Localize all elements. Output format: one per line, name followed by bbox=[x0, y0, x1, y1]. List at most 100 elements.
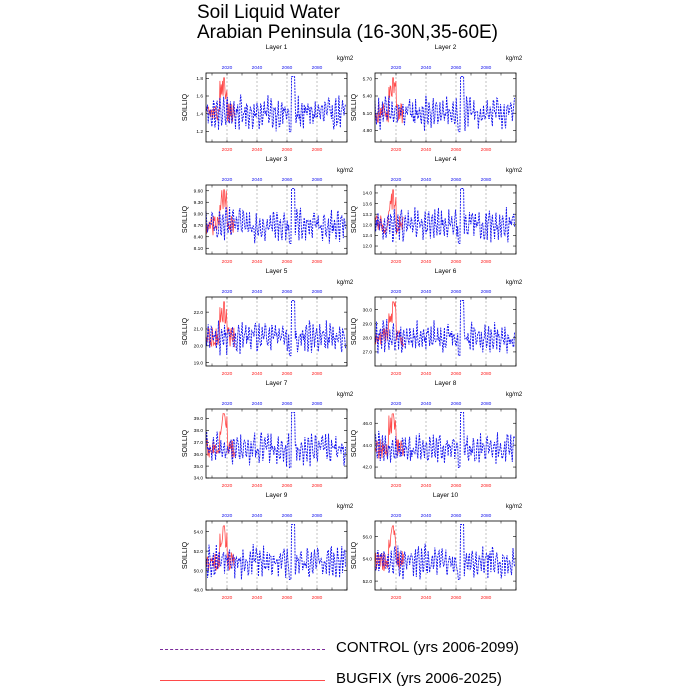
y-tick-label: 52.0 bbox=[194, 549, 204, 555]
y-tick-label: 36.0 bbox=[194, 452, 204, 458]
top-tick-label: 2040 bbox=[421, 177, 432, 183]
top-tick-label: 2080 bbox=[312, 401, 323, 407]
y-tick-label: 35.0 bbox=[194, 464, 204, 470]
y-tick-label: 5.70 bbox=[363, 76, 373, 82]
y-tick-label: 9.00 bbox=[194, 211, 204, 217]
bottom-tick-label: 2040 bbox=[421, 147, 432, 153]
top-tick-label: 2080 bbox=[312, 289, 323, 295]
bottom-tick-label: 2080 bbox=[481, 147, 492, 153]
panel-9: Layer 9 kg/m2 SOILLIQ 2020 2040 2060 2080 2020 2… bbox=[182, 492, 354, 601]
y-tick-label: 21.0 bbox=[194, 327, 204, 333]
top-tick-label: 2060 bbox=[282, 289, 293, 295]
panel-units: kg/m2 bbox=[506, 504, 523, 510]
panel-units: kg/m2 bbox=[506, 168, 523, 174]
y-tick-label: 8.40 bbox=[194, 234, 204, 240]
top-tick-label: 2060 bbox=[451, 513, 462, 519]
bottom-tick-label: 2020 bbox=[391, 483, 402, 489]
panel-title: Layer 10 bbox=[433, 492, 459, 499]
panel-frame bbox=[205, 72, 348, 143]
panel-units: kg/m2 bbox=[337, 56, 354, 62]
top-tick-label: 2080 bbox=[481, 401, 492, 407]
panel-frame bbox=[205, 184, 348, 255]
series-bugfix bbox=[374, 301, 404, 347]
bottom-tick-label: 2080 bbox=[312, 259, 323, 265]
bottom-tick-label: 2060 bbox=[451, 483, 462, 489]
panel-6: Layer 6 kg/m2 SOILLIQ 2020 2040 2060 2080 2020 2… bbox=[351, 268, 523, 377]
bottom-tick-label: 2020 bbox=[222, 147, 233, 153]
y-tick-label: 1.2 bbox=[196, 129, 203, 135]
series-control bbox=[205, 411, 346, 469]
panel-title: Layer 6 bbox=[435, 268, 457, 275]
top-tick-label: 2040 bbox=[252, 513, 263, 519]
series-control bbox=[374, 524, 515, 581]
y-tick-label: 8.70 bbox=[194, 223, 204, 229]
y-tick-label: 44.0 bbox=[363, 443, 373, 449]
panel-title: Layer 9 bbox=[266, 492, 288, 499]
series-control bbox=[205, 75, 346, 133]
panel-frame bbox=[205, 408, 348, 479]
bottom-tick-label: 2020 bbox=[222, 371, 233, 377]
panel-title: Layer 2 bbox=[435, 44, 457, 51]
bottom-tick-label: 2080 bbox=[481, 483, 492, 489]
top-tick-label: 2020 bbox=[391, 177, 402, 183]
top-tick-label: 2060 bbox=[451, 401, 462, 407]
panel-frame bbox=[374, 72, 517, 143]
y-tick-label: 56.0 bbox=[363, 534, 373, 540]
y-tick-label: 12.4 bbox=[363, 233, 373, 239]
bottom-tick-label: 2080 bbox=[312, 595, 323, 601]
series-control bbox=[374, 75, 515, 133]
panel-ylabel: SOILLIQ bbox=[351, 205, 358, 233]
top-tick-label: 2080 bbox=[481, 65, 492, 71]
legend-control-line bbox=[160, 649, 325, 650]
y-tick-label: 48.0 bbox=[194, 588, 204, 594]
series-control bbox=[205, 187, 346, 245]
bottom-tick-label: 2040 bbox=[421, 259, 432, 265]
panel-units: kg/m2 bbox=[337, 168, 354, 174]
panel-frame bbox=[374, 296, 517, 367]
panel-5: Layer 5 kg/m2 SOILLIQ 2020 2040 2060 2080 2020 2… bbox=[182, 268, 354, 377]
panel-ylabel: SOILLIQ bbox=[351, 541, 358, 569]
bottom-tick-label: 2020 bbox=[222, 259, 233, 265]
y-tick-label: 30.0 bbox=[363, 307, 373, 313]
y-tick-label: 1.6 bbox=[196, 94, 203, 100]
bottom-tick-label: 2020 bbox=[391, 147, 402, 153]
panel-7: Layer 7 kg/m2 SOILLIQ 2020 2040 2060 2080 2020 2… bbox=[182, 380, 354, 489]
y-tick-label: 9.60 bbox=[194, 188, 204, 194]
y-tick-label: 52.0 bbox=[363, 579, 373, 585]
top-tick-label: 2060 bbox=[451, 65, 462, 71]
bottom-tick-label: 2060 bbox=[451, 595, 462, 601]
series-control bbox=[374, 411, 515, 469]
bottom-tick-label: 2080 bbox=[312, 147, 323, 153]
top-tick-label: 2020 bbox=[222, 289, 233, 295]
top-tick-label: 2020 bbox=[391, 65, 402, 71]
top-tick-label: 2040 bbox=[421, 65, 432, 71]
top-tick-label: 2060 bbox=[451, 177, 462, 183]
panel-ylabel: SOILLIQ bbox=[351, 317, 358, 345]
panel-units: kg/m2 bbox=[337, 280, 354, 286]
series-control bbox=[205, 523, 346, 581]
top-tick-label: 2020 bbox=[222, 401, 233, 407]
series-bugfix bbox=[205, 189, 235, 236]
legend-control-label: CONTROL (yrs 2006-2099) bbox=[336, 639, 519, 656]
y-tick-label: 1.4 bbox=[196, 111, 203, 117]
top-tick-label: 2040 bbox=[421, 289, 432, 295]
series-control bbox=[205, 299, 346, 357]
panel-ylabel: SOILLIQ bbox=[182, 317, 189, 345]
y-tick-label: 39.0 bbox=[194, 416, 204, 422]
legend-bugfix-label: BUGFIX (yrs 2006-2025) bbox=[336, 670, 502, 687]
y-tick-label: 34.0 bbox=[194, 476, 204, 482]
top-tick-label: 2080 bbox=[481, 177, 492, 183]
panel-ylabel: SOILLIQ bbox=[182, 205, 189, 233]
panel-units: kg/m2 bbox=[337, 392, 354, 398]
top-tick-label: 2020 bbox=[391, 289, 402, 295]
panel-8: Layer 8 kg/m2 SOILLIQ 2020 2040 2060 2080 2020 2… bbox=[351, 380, 523, 489]
bottom-tick-label: 2060 bbox=[451, 371, 462, 377]
y-tick-label: 5.40 bbox=[363, 94, 373, 100]
top-tick-label: 2040 bbox=[421, 401, 432, 407]
top-tick-label: 2080 bbox=[481, 513, 492, 519]
figure-title-line1: Soil Liquid Water bbox=[197, 2, 340, 23]
top-tick-label: 2020 bbox=[222, 513, 233, 519]
top-tick-label: 2020 bbox=[391, 401, 402, 407]
panel-title: Layer 8 bbox=[435, 380, 457, 387]
